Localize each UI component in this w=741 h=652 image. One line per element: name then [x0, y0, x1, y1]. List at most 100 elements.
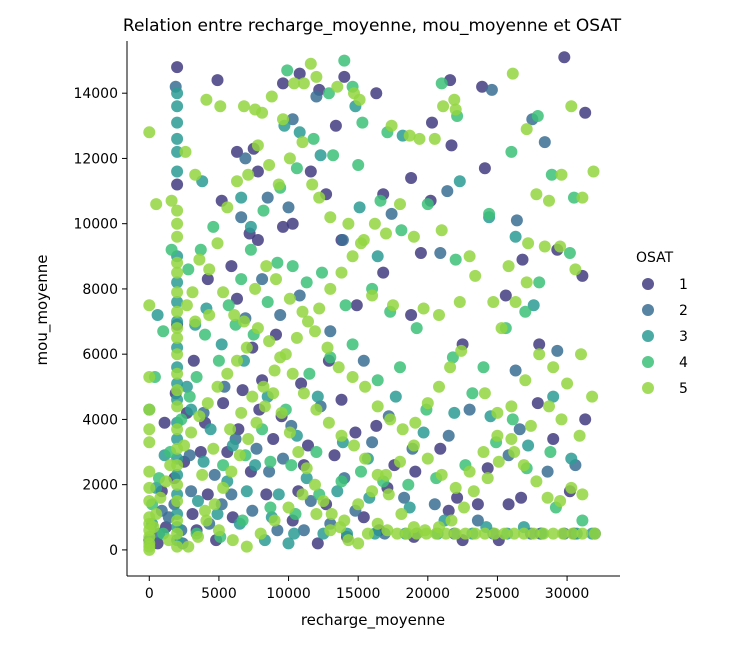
- data-point: [505, 400, 518, 413]
- data-point: [251, 165, 264, 178]
- data-point: [225, 488, 238, 501]
- data-point: [186, 508, 199, 520]
- data-point: [171, 305, 184, 318]
- data-point: [428, 498, 441, 511]
- data-point: [171, 384, 184, 397]
- data-point: [508, 527, 521, 540]
- data-point: [335, 393, 348, 406]
- data-point: [236, 384, 249, 397]
- data-point: [335, 266, 348, 279]
- x-ticks: 0 5000 10000 15000 20000 25000 30000: [145, 576, 590, 602]
- data-point: [417, 426, 430, 439]
- data-point: [180, 380, 193, 393]
- legend-label: 4: [679, 355, 688, 371]
- data-point: [231, 354, 243, 367]
- data-point: [543, 400, 555, 413]
- data-point: [292, 446, 305, 458]
- data-point: [569, 263, 582, 276]
- data-point: [568, 191, 580, 204]
- data-point: [143, 495, 156, 507]
- data-point: [164, 459, 177, 472]
- data-point: [506, 413, 519, 426]
- data-point: [154, 491, 167, 504]
- series-osat-5: [143, 57, 601, 556]
- x-tick-label: 5000: [201, 586, 237, 602]
- data-point: [331, 80, 344, 93]
- data-point: [313, 191, 326, 204]
- data-point: [231, 145, 243, 158]
- data-point: [236, 514, 249, 527]
- data-point: [417, 302, 430, 315]
- data-point: [329, 119, 342, 132]
- data-point: [509, 364, 522, 377]
- data-point: [573, 429, 586, 442]
- data-point: [466, 387, 479, 400]
- data-point: [519, 374, 532, 387]
- data-point: [426, 116, 438, 129]
- data-point: [324, 524, 337, 537]
- data-point: [277, 220, 289, 233]
- data-point: [478, 387, 491, 400]
- data-point: [261, 296, 274, 308]
- data-point: [217, 481, 230, 494]
- data-point: [556, 527, 569, 540]
- data-point: [335, 429, 348, 442]
- data-point: [324, 282, 337, 295]
- data-point: [477, 446, 490, 458]
- data-point: [186, 286, 199, 299]
- data-point: [488, 527, 501, 540]
- data-point: [324, 211, 337, 224]
- data-point: [171, 495, 184, 507]
- data-point: [288, 77, 301, 90]
- data-point: [505, 433, 518, 445]
- data-point: [258, 400, 271, 413]
- data-point: [505, 145, 518, 158]
- data-point: [316, 266, 328, 279]
- data-point: [555, 168, 568, 181]
- data-point: [455, 344, 468, 357]
- data-point: [171, 322, 184, 335]
- data-point: [277, 113, 289, 126]
- data-point: [403, 129, 416, 142]
- data-point: [448, 406, 461, 419]
- data-point: [185, 485, 198, 498]
- data-point: [157, 325, 170, 338]
- data-point: [224, 423, 237, 436]
- data-point: [359, 380, 372, 393]
- data-point: [207, 442, 220, 455]
- data-point: [235, 406, 248, 419]
- data-point: [515, 491, 528, 504]
- data-point: [242, 433, 255, 445]
- data-point: [286, 260, 299, 273]
- data-point: [212, 524, 225, 537]
- legend: OSAT 1 2 3 4 5: [636, 250, 688, 397]
- data-point: [357, 234, 370, 246]
- data-point: [510, 214, 523, 227]
- data-point: [349, 426, 362, 439]
- data-point: [143, 299, 156, 312]
- data-point: [171, 514, 184, 527]
- data-point: [171, 256, 184, 269]
- data-point: [547, 390, 560, 403]
- data-point: [179, 145, 192, 158]
- y-tick-label: 6000: [82, 347, 118, 363]
- data-point: [587, 165, 600, 178]
- data-point: [201, 397, 214, 410]
- data-point: [264, 501, 277, 514]
- data-point: [371, 517, 384, 530]
- data-point: [483, 207, 496, 220]
- data-point: [434, 247, 447, 259]
- data-point: [555, 413, 568, 426]
- x-tick-label: 30000: [545, 586, 590, 602]
- data-point: [281, 64, 294, 77]
- data-point: [171, 145, 184, 158]
- data-point: [409, 416, 422, 429]
- data-point: [271, 524, 284, 537]
- legend-label: 1: [679, 277, 688, 293]
- data-point: [575, 348, 587, 361]
- data-point: [185, 403, 198, 416]
- data-point: [285, 459, 298, 472]
- data-point: [165, 194, 178, 207]
- data-point: [286, 113, 299, 126]
